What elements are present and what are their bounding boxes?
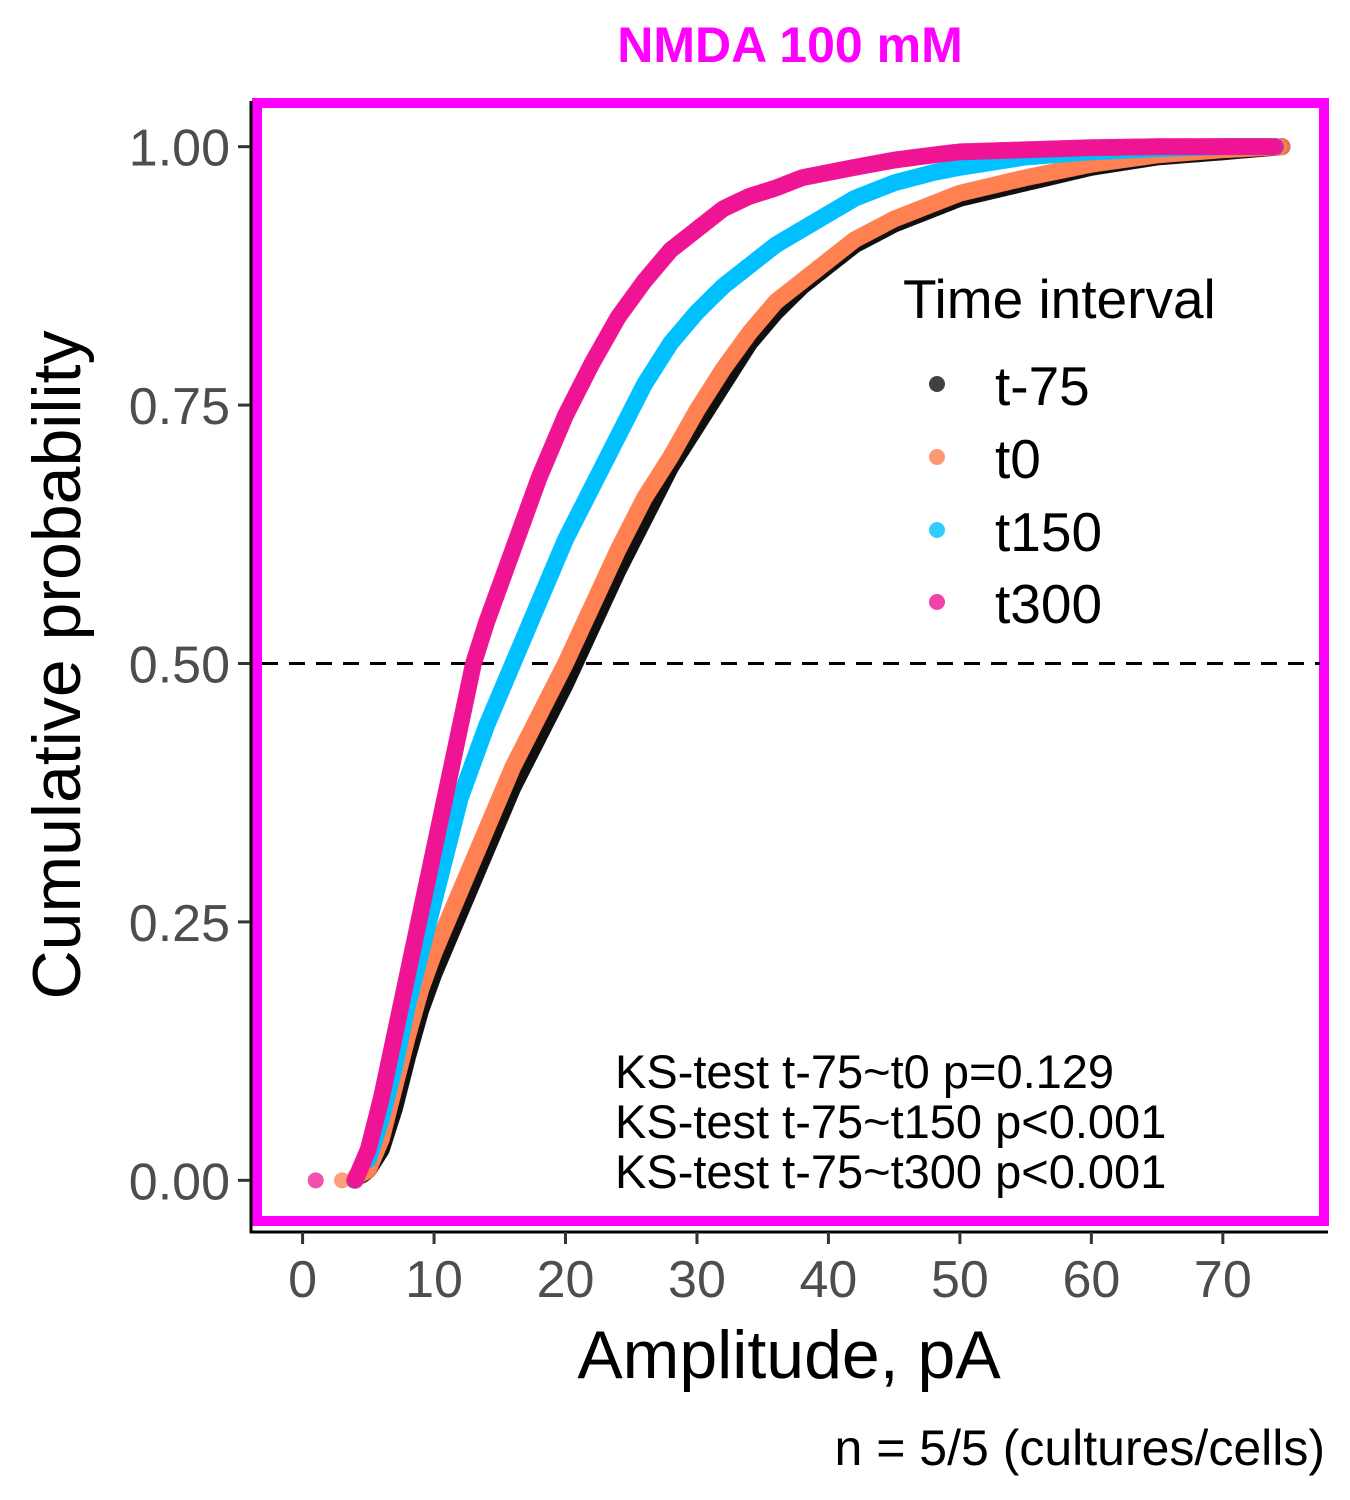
x-axis-label: Amplitude, pA xyxy=(577,1317,1001,1393)
legend-label-t150: t150 xyxy=(995,501,1102,563)
y-tick-label: 0.00 xyxy=(129,1153,230,1211)
data-series xyxy=(307,138,1291,1189)
x-tick-label: 30 xyxy=(668,1251,726,1309)
legend-entry-t-75: t-75 xyxy=(929,355,1090,417)
legend-label-t0: t0 xyxy=(995,428,1041,490)
y-tick-label: 0.75 xyxy=(129,378,230,436)
panel-frame xyxy=(252,98,1329,1226)
legend-label-t300: t300 xyxy=(995,573,1102,635)
data-point xyxy=(1266,138,1284,156)
legend: Time interval t-75 t0 t150 t300 xyxy=(903,268,1216,635)
series-t300 xyxy=(307,138,1284,1189)
legend-entry-t150: t150 xyxy=(929,501,1102,563)
legend-entry-t300: t300 xyxy=(929,573,1102,635)
x-axis-ticks: 0 10 20 30 40 50 60 70 xyxy=(288,1232,1252,1309)
x-tick-label: 20 xyxy=(537,1251,595,1309)
x-tick-label: 70 xyxy=(1194,1251,1252,1309)
x-tick-label: 10 xyxy=(405,1251,463,1309)
legend-key-t150 xyxy=(929,522,945,538)
x-tick-label: 40 xyxy=(800,1251,858,1309)
y-tick-label: 0.25 xyxy=(129,895,230,953)
x-tick-label: 50 xyxy=(931,1251,989,1309)
ks-test-annotation-2: KS-test t-75~t150 p<0.001 xyxy=(615,1095,1166,1148)
ks-test-annotation-3: KS-test t-75~t300 p<0.001 xyxy=(615,1145,1166,1198)
series-t0 xyxy=(334,138,1291,1189)
y-axis-label: Cumulative probability xyxy=(19,331,95,1000)
legend-title: Time interval xyxy=(903,268,1216,330)
chart-title: NMDA 100 mM xyxy=(617,17,962,73)
ks-test-annotation-1: KS-test t-75~t0 p=0.129 xyxy=(615,1045,1114,1098)
legend-entry-t0: t0 xyxy=(929,428,1041,490)
x-tick-label: 0 xyxy=(288,1251,317,1309)
chart-caption: n = 5/5 (cultures/cells) xyxy=(835,1420,1325,1476)
legend-key-t-75 xyxy=(929,376,945,392)
legend-label-t-75: t-75 xyxy=(995,355,1090,417)
legend-key-t300 xyxy=(929,594,945,610)
y-tick-label: 1.00 xyxy=(129,120,230,178)
data-point xyxy=(307,1172,324,1189)
y-axis-ticks: 0.00 0.25 0.50 0.75 1.00 xyxy=(129,120,250,1211)
data-point xyxy=(334,1172,351,1189)
legend-key-t0 xyxy=(929,449,945,465)
x-tick-label: 60 xyxy=(1062,1251,1120,1309)
y-tick-label: 0.50 xyxy=(129,637,230,695)
